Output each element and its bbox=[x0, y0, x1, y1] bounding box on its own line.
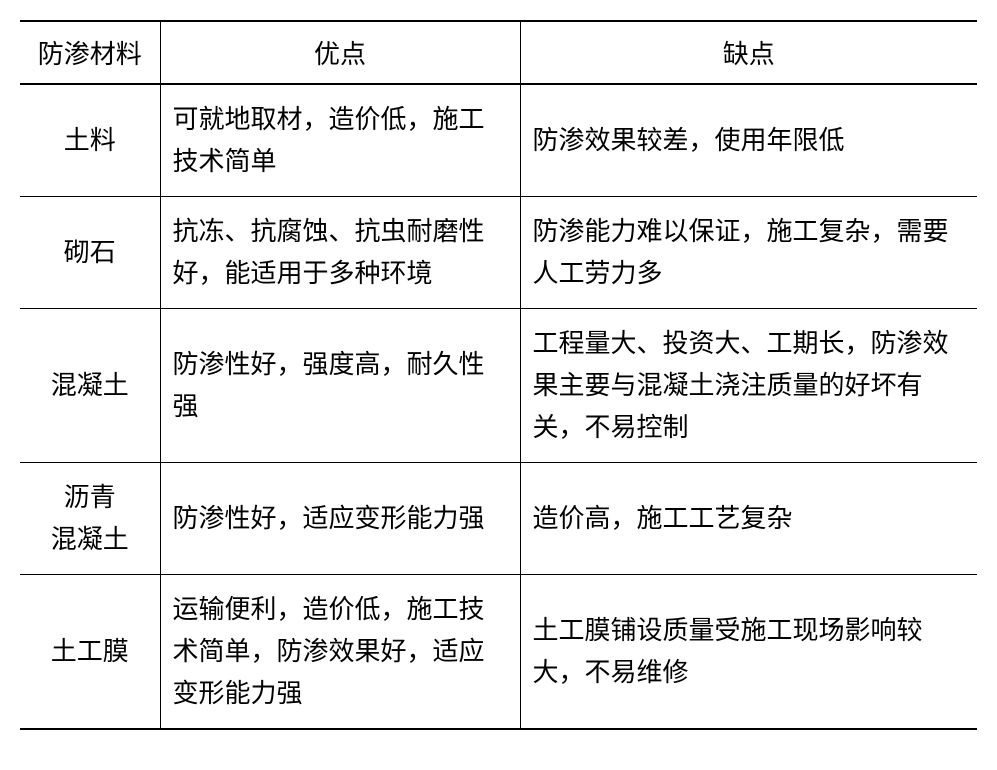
cell-material: 混凝土 bbox=[20, 309, 160, 463]
table-body: 土料 可就地取材，造价低，施工技术简单 防渗效果较差，使用年限低 砌石 抗冻、抗… bbox=[20, 84, 977, 729]
cell-advantage: 可就地取材，造价低，施工技术简单 bbox=[160, 84, 520, 197]
cell-material: 沥青混凝土 bbox=[20, 463, 160, 575]
cell-disadvantage: 防渗效果较差，使用年限低 bbox=[520, 84, 977, 197]
comparison-table-container: 防渗材料 优点 缺点 土料 可就地取材，造价低，施工技术简单 防渗效果较差，使用… bbox=[20, 20, 977, 730]
cell-material: 土工膜 bbox=[20, 575, 160, 729]
cell-disadvantage: 防渗能力难以保证，施工复杂，需要人工劳力多 bbox=[520, 197, 977, 309]
table-row: 混凝土 防渗性好，强度高，耐久性强 工程量大、投资大、工期长，防渗效果主要与混凝… bbox=[20, 309, 977, 463]
cell-material: 砌石 bbox=[20, 197, 160, 309]
table-header: 防渗材料 优点 缺点 bbox=[20, 21, 977, 84]
cell-advantage: 防渗性好，适应变形能力强 bbox=[160, 463, 520, 575]
cell-advantage: 防渗性好，强度高，耐久性强 bbox=[160, 309, 520, 463]
table-row: 砌石 抗冻、抗腐蚀、抗虫耐磨性好，能适用于多种环境 防渗能力难以保证，施工复杂，… bbox=[20, 197, 977, 309]
cell-advantage: 抗冻、抗腐蚀、抗虫耐磨性好，能适用于多种环境 bbox=[160, 197, 520, 309]
cell-disadvantage: 造价高，施工工艺复杂 bbox=[520, 463, 977, 575]
table-row: 沥青混凝土 防渗性好，适应变形能力强 造价高，施工工艺复杂 bbox=[20, 463, 977, 575]
cell-disadvantage: 土工膜铺设质量受施工现场影响较大，不易维修 bbox=[520, 575, 977, 729]
cell-disadvantage: 工程量大、投资大、工期长，防渗效果主要与混凝土浇注质量的好坏有关，不易控制 bbox=[520, 309, 977, 463]
header-disadvantage: 缺点 bbox=[520, 21, 977, 84]
cell-advantage: 运输便利，造价低，施工技术简单，防渗效果好，适应变形能力强 bbox=[160, 575, 520, 729]
table-header-row: 防渗材料 优点 缺点 bbox=[20, 21, 977, 84]
comparison-table: 防渗材料 优点 缺点 土料 可就地取材，造价低，施工技术简单 防渗效果较差，使用… bbox=[20, 20, 977, 730]
header-advantage: 优点 bbox=[160, 21, 520, 84]
header-material: 防渗材料 bbox=[20, 21, 160, 84]
table-row: 土工膜 运输便利，造价低，施工技术简单，防渗效果好，适应变形能力强 土工膜铺设质… bbox=[20, 575, 977, 729]
cell-material: 土料 bbox=[20, 84, 160, 197]
table-row: 土料 可就地取材，造价低，施工技术简单 防渗效果较差，使用年限低 bbox=[20, 84, 977, 197]
